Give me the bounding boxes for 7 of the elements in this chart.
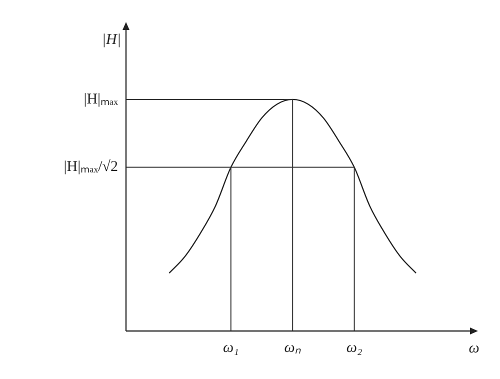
x-tick-label: ωₙ: [284, 340, 301, 356]
x-axis-title: ω: [468, 340, 480, 356]
ref-line-label: |H|ₘₐₓ: [84, 91, 119, 108]
y-axis-title: |H|: [102, 32, 121, 48]
ref-line-label: |H|ₘₐₓ/√2: [64, 159, 118, 176]
x-tick-label: ω₁: [222, 340, 239, 356]
x-tick-label: ω₂: [346, 340, 362, 356]
